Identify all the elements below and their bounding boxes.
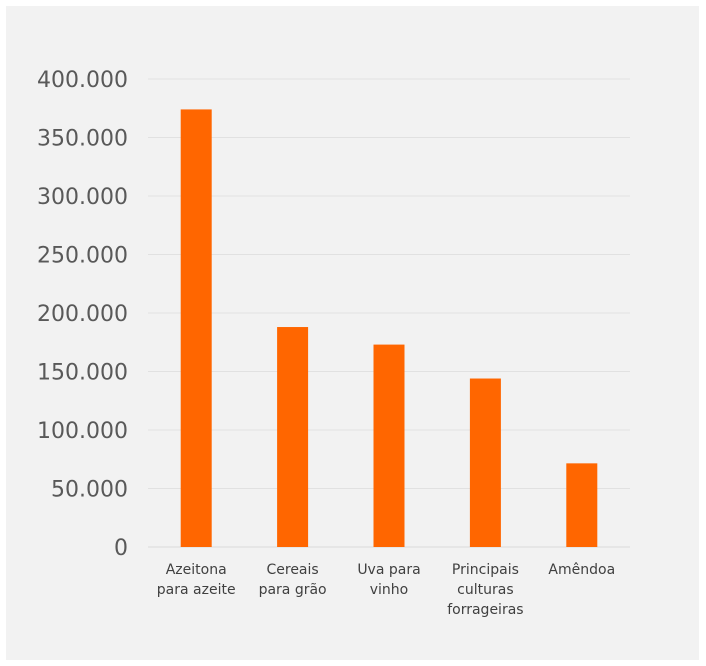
y-tick-label: 300.000 — [37, 185, 128, 210]
bar — [566, 463, 598, 547]
y-tick-label: 250.000 — [37, 244, 128, 269]
x-tick-label: para azeite — [157, 582, 236, 598]
x-tick-label: Cereais — [266, 562, 318, 578]
bar — [277, 327, 309, 547]
x-tick-label: Azeitona — [166, 562, 227, 578]
x-tick-label: forrageiras — [447, 602, 523, 618]
y-tick-label: 50.000 — [51, 478, 128, 503]
x-tick-label: Uva para — [357, 562, 420, 578]
y-tick-label: 350.000 — [37, 127, 128, 152]
bar — [373, 344, 405, 547]
x-tick-label: vinho — [370, 582, 409, 598]
y-tick-label: 200.000 — [37, 302, 128, 327]
x-tick-label: Principais — [452, 562, 519, 578]
bar — [469, 378, 501, 547]
y-tick-label: 0 — [114, 536, 128, 561]
bar — [180, 109, 212, 548]
x-tick-label: culturas — [457, 582, 513, 598]
x-tick-label: para grão — [259, 582, 327, 598]
x-tick-label: Amêndoa — [548, 562, 615, 578]
y-tick-label: 400.000 — [37, 68, 128, 93]
y-tick-label: 150.000 — [37, 361, 128, 386]
chart-area — [6, 6, 699, 660]
y-tick-label: 100.000 — [37, 419, 128, 444]
